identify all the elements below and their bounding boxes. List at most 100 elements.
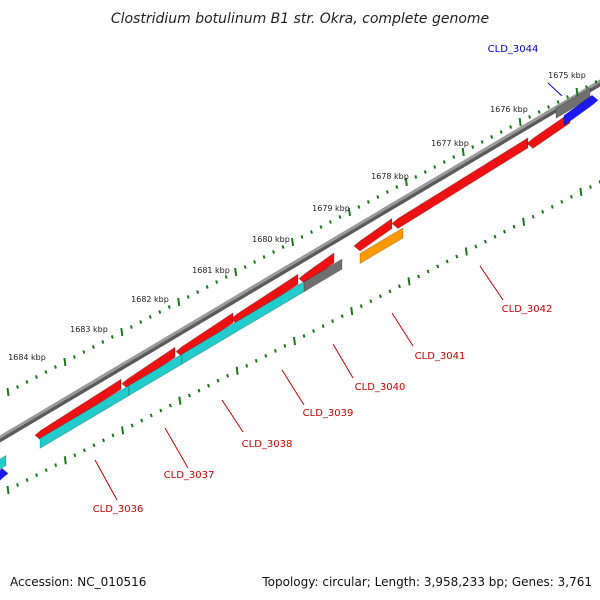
scale-tick bbox=[120, 327, 124, 337]
scale-tick bbox=[63, 456, 67, 465]
scale-tick bbox=[44, 468, 48, 473]
gene-leader-line bbox=[164, 427, 189, 469]
scale-tick bbox=[569, 195, 573, 199]
scale-tick bbox=[25, 478, 29, 482]
gene-feature-orange bbox=[359, 227, 404, 265]
scale-tick bbox=[426, 269, 430, 274]
scale-tick bbox=[273, 349, 277, 353]
scale-tick bbox=[149, 413, 153, 418]
scale-tick bbox=[338, 215, 342, 219]
scale-tick bbox=[235, 366, 239, 375]
scale-tick bbox=[340, 314, 344, 319]
scale-tick bbox=[224, 275, 228, 279]
scale-tick bbox=[111, 433, 115, 438]
scale-tick bbox=[537, 110, 541, 114]
scale-tick bbox=[262, 255, 266, 259]
map-title: Clostridium botulinum B1 str. Okra, comp… bbox=[111, 11, 489, 27]
scale-tick bbox=[110, 335, 114, 339]
genome-backbone-shadow bbox=[0, 79, 600, 443]
scale-labels: 1675 kbp 1676 kbp 1677 kbp 1678 kbp 1679 kbp… bbox=[8, 71, 586, 362]
scale-label: 1678 kbp bbox=[371, 172, 409, 181]
scale-tick bbox=[6, 485, 10, 495]
scale-tick bbox=[16, 483, 20, 487]
scale-label: 1683 kbp bbox=[70, 325, 108, 334]
gene-leader-line bbox=[221, 399, 244, 433]
scale-tick bbox=[490, 135, 494, 139]
gene-feature-gray bbox=[303, 258, 343, 293]
gene-labels: CLD_3036 CLD_3037 CLD_3038 CLD_3039 CLD_3040… bbox=[93, 44, 553, 515]
scale-tick bbox=[216, 378, 220, 383]
gene-feature-red bbox=[391, 137, 529, 230]
scale-label: 1676 kbp bbox=[490, 105, 528, 114]
scale-tick bbox=[148, 315, 152, 319]
gene-label: CLD_3041 bbox=[415, 351, 466, 362]
scale-tick bbox=[312, 329, 316, 333]
scale-tick bbox=[398, 284, 401, 289]
scale-label: 1679 kbp bbox=[312, 204, 350, 213]
gene-label: CLD_3039 bbox=[303, 408, 354, 419]
gene-leader-line bbox=[479, 265, 504, 301]
scale-tick bbox=[6, 387, 10, 397]
scale-tick bbox=[528, 115, 532, 119]
scale-tick bbox=[168, 403, 172, 408]
scale-tick bbox=[436, 264, 440, 269]
scale-tick bbox=[196, 290, 200, 294]
scale-tick bbox=[167, 305, 171, 309]
scale-tick bbox=[493, 234, 497, 239]
scale-tick bbox=[414, 175, 418, 179]
scale-tick bbox=[433, 165, 437, 169]
scale-tick bbox=[550, 204, 554, 209]
scale-tick bbox=[101, 340, 105, 344]
scale-tick bbox=[388, 289, 392, 294]
scale-label: 1681 kbp bbox=[192, 266, 230, 275]
scale-tick bbox=[177, 297, 181, 307]
scale-tick bbox=[35, 473, 39, 477]
gene-label: CLD_3040 bbox=[355, 382, 406, 393]
scale-tick bbox=[404, 177, 408, 187]
scale-tick bbox=[82, 350, 86, 354]
gene-label: CLD_3036 bbox=[93, 504, 144, 515]
scale-tick bbox=[541, 209, 545, 214]
scale-tick bbox=[547, 105, 551, 109]
scale-tick bbox=[186, 295, 190, 299]
scale-tick bbox=[531, 214, 535, 219]
scale-tick bbox=[53, 365, 57, 369]
scale-tick bbox=[63, 357, 67, 367]
scale-tick bbox=[378, 294, 382, 299]
scale-tick bbox=[359, 304, 363, 309]
inner-scale-ticks bbox=[6, 180, 600, 495]
scale-tick bbox=[264, 353, 268, 358]
scale-tick bbox=[25, 380, 29, 384]
scale-label: 1684 kbp bbox=[8, 353, 46, 362]
scale-tick bbox=[321, 324, 325, 328]
scale-tick bbox=[369, 299, 373, 304]
scale-tick bbox=[253, 260, 257, 264]
scale-tick bbox=[452, 155, 456, 159]
scale-tick bbox=[44, 370, 48, 374]
scale-tick bbox=[328, 220, 332, 224]
scale-label: 1682 kbp bbox=[131, 295, 169, 304]
scale-tick bbox=[483, 239, 487, 244]
gene-feature-red bbox=[526, 112, 571, 149]
scale-tick bbox=[522, 217, 526, 226]
genome-backbone bbox=[0, 79, 600, 439]
scale-tick bbox=[366, 200, 370, 204]
scale-tick bbox=[512, 224, 516, 229]
scale-tick bbox=[300, 235, 304, 239]
scale-tick bbox=[158, 310, 162, 314]
scale-tick bbox=[197, 388, 201, 393]
scale-tick bbox=[139, 320, 143, 324]
scale-tick bbox=[575, 87, 579, 97]
scale-tick bbox=[82, 448, 86, 453]
scale-tick bbox=[474, 244, 478, 249]
scale-tick bbox=[292, 336, 296, 346]
scale-tick bbox=[226, 373, 230, 378]
scale-tick bbox=[594, 80, 598, 84]
scale-tick bbox=[302, 334, 306, 338]
scale-tick bbox=[129, 325, 133, 329]
gene-label-leaders bbox=[94, 82, 563, 501]
gene-label: CLD_3038 bbox=[242, 439, 293, 450]
scale-tick bbox=[73, 453, 77, 458]
gene-leader-line bbox=[281, 369, 305, 406]
